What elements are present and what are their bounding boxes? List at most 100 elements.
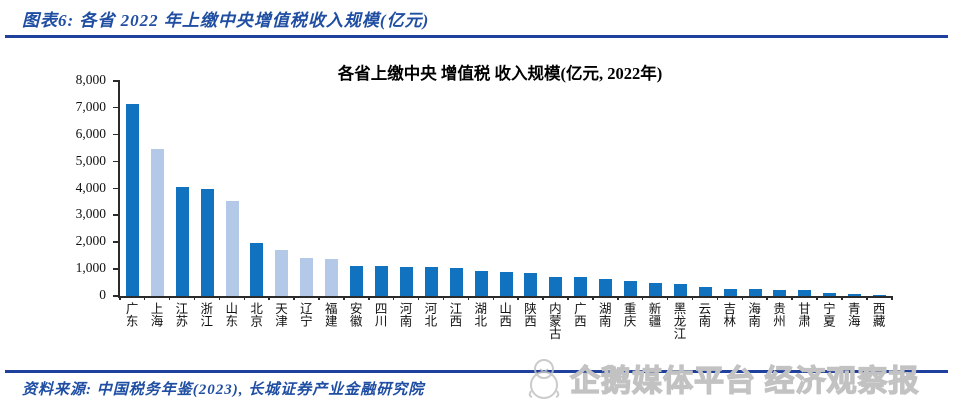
x-axis-label-辽宁: 辽宁 bbox=[297, 302, 312, 327]
y-tick-label: 5,000 bbox=[75, 152, 106, 168]
x-tick bbox=[641, 296, 644, 300]
y-tick-label: 6,000 bbox=[75, 125, 106, 141]
x-tick bbox=[567, 296, 569, 300]
bar-新疆 bbox=[648, 283, 662, 296]
x-tick bbox=[119, 296, 121, 300]
x-axis-label-江西: 江西 bbox=[447, 302, 462, 327]
x-axis-label-黑龙江: 黑龙江 bbox=[671, 302, 686, 340]
x-axis-label-湖南: 湖南 bbox=[596, 302, 611, 327]
x-axis-label-重庆: 重庆 bbox=[621, 302, 636, 327]
x-tick bbox=[392, 296, 395, 300]
x-tick bbox=[866, 296, 868, 300]
x-axis-label-江苏: 江苏 bbox=[173, 302, 188, 327]
x-axis-label-山东: 山东 bbox=[223, 302, 238, 327]
x-axis-label-福建: 福建 bbox=[322, 302, 337, 327]
bar-浙江 bbox=[200, 189, 214, 296]
bar-重庆 bbox=[624, 281, 638, 296]
y-tick bbox=[113, 268, 120, 270]
bar-陕西 bbox=[524, 272, 538, 296]
x-tick bbox=[542, 296, 544, 300]
y-tick bbox=[113, 80, 120, 82]
x-tick bbox=[617, 296, 619, 300]
x-tick bbox=[666, 296, 669, 300]
x-tick bbox=[741, 296, 744, 300]
x-axis-label-陕西: 陕西 bbox=[522, 302, 537, 327]
x-axis-label-上海: 上海 bbox=[148, 302, 163, 327]
x-tick bbox=[492, 296, 495, 300]
bar-福建 bbox=[325, 258, 339, 296]
bar-江西 bbox=[449, 268, 463, 296]
x-tick bbox=[343, 296, 345, 300]
x-tick bbox=[766, 296, 768, 300]
bar-黑龙江 bbox=[673, 284, 687, 296]
x-axis-label-内蒙古: 内蒙古 bbox=[546, 302, 561, 340]
y-tick-label: 8,000 bbox=[75, 72, 106, 87]
x-tick bbox=[193, 296, 196, 300]
x-tick bbox=[467, 296, 470, 300]
bar-贵州 bbox=[773, 289, 787, 296]
bar-宁夏 bbox=[823, 292, 837, 296]
x-tick bbox=[442, 296, 445, 300]
footer-divider bbox=[5, 370, 948, 373]
x-tick bbox=[716, 296, 719, 300]
bar-广东 bbox=[125, 103, 139, 296]
y-tick bbox=[113, 160, 120, 163]
y-tick bbox=[113, 133, 120, 136]
bar-青海 bbox=[848, 294, 862, 296]
bar-甘肃 bbox=[798, 289, 812, 296]
x-axis-label-四川: 四川 bbox=[372, 302, 387, 327]
y-tick bbox=[113, 241, 120, 243]
x-tick bbox=[218, 296, 221, 300]
y-tick bbox=[113, 214, 120, 216]
bar-西藏 bbox=[873, 295, 887, 296]
bar-河北 bbox=[424, 267, 438, 296]
bar-辽宁 bbox=[300, 258, 314, 296]
x-axis-label-湖北: 湖北 bbox=[472, 302, 487, 327]
x-tick bbox=[368, 296, 370, 300]
x-axis-label-山西: 山西 bbox=[497, 302, 512, 327]
bar-天津 bbox=[275, 250, 289, 296]
x-axis-label-西藏: 西藏 bbox=[870, 302, 885, 327]
x-axis-label-新疆: 新疆 bbox=[646, 302, 661, 327]
bar-山东 bbox=[225, 200, 239, 296]
bar-湖南 bbox=[599, 279, 613, 296]
y-tick-label: 1,000 bbox=[75, 260, 106, 276]
x-axis-label-安徽: 安徽 bbox=[347, 302, 362, 327]
x-tick bbox=[816, 296, 818, 300]
bar-北京 bbox=[250, 242, 264, 296]
chart-title: 各省上缴中央 增值税 收入规模(亿元, 2022年) bbox=[337, 64, 663, 83]
figure-title: 图表6: 各省 2022 年上缴中央增值税收入规模(亿元) bbox=[22, 11, 430, 30]
x-axis-label-云南: 云南 bbox=[696, 302, 711, 327]
x-tick bbox=[318, 296, 320, 300]
y-tick-label: 4,000 bbox=[75, 179, 106, 195]
x-axis-label-天津: 天津 bbox=[272, 302, 287, 327]
x-tick bbox=[293, 296, 295, 300]
bar-吉林 bbox=[723, 288, 737, 296]
bar-内蒙古 bbox=[549, 276, 563, 296]
x-tick bbox=[891, 296, 893, 300]
y-tick-label: 0 bbox=[99, 287, 106, 302]
x-axis-label-贵州: 贵州 bbox=[771, 302, 786, 327]
x-axis-label-浙江: 浙江 bbox=[198, 302, 213, 327]
watermark: 企鹅媒体平台 经济观察报 bbox=[524, 356, 920, 400]
x-axis-label-吉林: 吉林 bbox=[721, 302, 736, 327]
x-axis-labels: 广东 上海 江苏 浙江 山东 北京 天津 辽宁 福建 安徽 四川 河南 河北 江西 湖北 山西 陕西 内蒙古 广西湖… bbox=[118, 302, 890, 354]
x-axis-label-甘肃: 甘肃 bbox=[795, 302, 810, 327]
x-tick bbox=[143, 296, 146, 300]
bar-上海 bbox=[150, 148, 164, 296]
x-tick bbox=[243, 296, 246, 300]
y-tick-label: 2,000 bbox=[75, 233, 106, 249]
y-tick bbox=[113, 187, 120, 189]
x-tick bbox=[592, 296, 594, 300]
x-axis-label-河南: 河南 bbox=[397, 302, 412, 327]
penguin-icon bbox=[528, 359, 560, 399]
watermark-text: 企鹅媒体平台 经济观察报 bbox=[569, 364, 920, 398]
x-tick bbox=[517, 296, 519, 300]
bar-海南 bbox=[748, 289, 762, 296]
bar-四川 bbox=[374, 266, 388, 296]
bar-湖北 bbox=[474, 270, 488, 296]
x-tick bbox=[841, 296, 843, 300]
bar-云南 bbox=[698, 286, 712, 296]
source-text: 资料来源: 中国税务年鉴(2023), 长城证券产业金融研究院 bbox=[22, 382, 425, 398]
